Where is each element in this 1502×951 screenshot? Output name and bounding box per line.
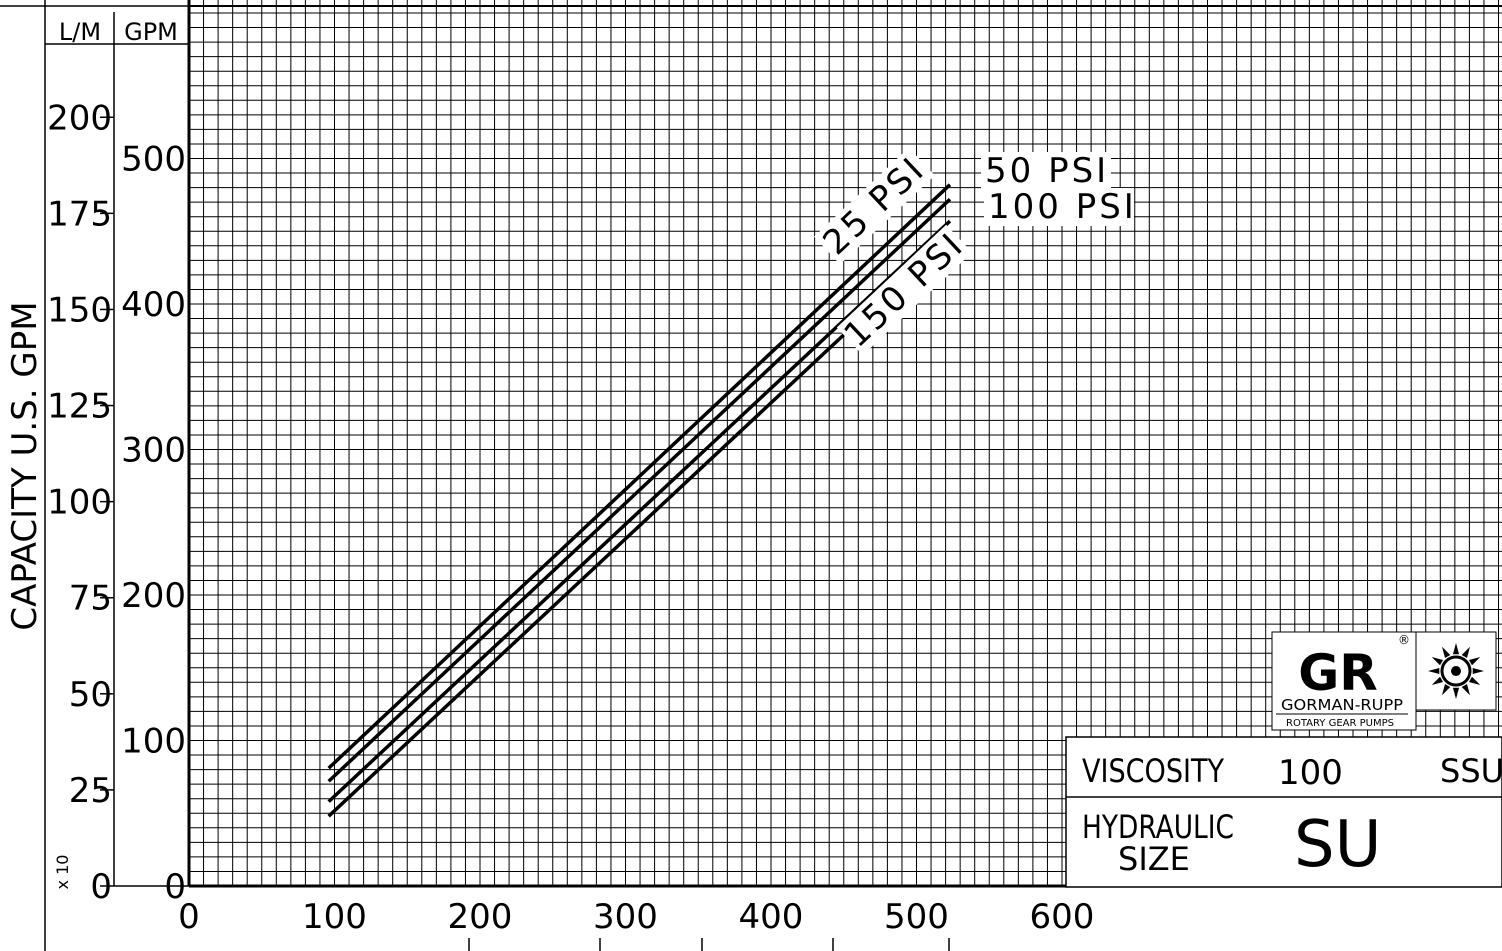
lpm-tick-label: 0 [90, 867, 112, 907]
series-line [327, 197, 952, 783]
lpm-tick-label: 125 [47, 387, 112, 427]
series-line [327, 183, 952, 770]
series-label-bg [814, 147, 935, 265]
series-label: 50 PSI [985, 151, 1109, 191]
lpm-tick-label: 25 [69, 771, 112, 811]
tick-labels: 0 100 200 300 400 500 600100200300400500002550… [47, 98, 1094, 937]
gear-tooth [1452, 643, 1460, 655]
gear-tooth [1442, 683, 1451, 696]
company-logo: GR ® GORMAN-RUPP ROTARY GEAR PUMPS [1271, 631, 1497, 731]
logo-mark: GR [1298, 644, 1378, 702]
series-label-group: 50 PSI [981, 151, 1111, 191]
viscosity-value: 100 [1278, 753, 1343, 793]
logo-subtitle: ROTARY GEAR PUMPS [1286, 718, 1394, 729]
hydraulic-size-label: SIZE [1118, 840, 1190, 878]
logo-registered: ® [1398, 633, 1410, 647]
gear-tooth [1428, 667, 1440, 675]
gear-tooth [1468, 676, 1481, 685]
gear-tooth [1452, 687, 1460, 699]
x-tick-label: 300 [593, 897, 658, 937]
lpm-tick-label: 150 [47, 290, 112, 330]
gpm-tick-label: 400 [121, 285, 186, 325]
gear-tooth [1431, 657, 1444, 666]
x-tick-label: 0 [178, 897, 200, 937]
series-label-group: 25 PSI [814, 147, 935, 265]
gear-tooth [1461, 646, 1470, 659]
gpm-tick-label: 100 [121, 722, 186, 762]
gpm-axis-head: GPM [124, 18, 178, 46]
x-tick-label: 600 [1030, 897, 1095, 937]
grid-lines [188, 0, 1502, 887]
lpm-multiplier: x 10 [53, 855, 72, 890]
lpm-tick-label: 100 [47, 483, 112, 523]
y-axis-title: CAPACITY U.S. GPM [5, 301, 45, 630]
series-label-group: 100 PSI [984, 187, 1137, 227]
gear-tooth [1468, 657, 1481, 666]
series-label: 100 PSI [988, 187, 1137, 227]
gear-tooth [1472, 667, 1484, 675]
viscosity-label: VISCOSITY [1082, 752, 1224, 790]
x-tick-label: 200 [448, 897, 513, 937]
x-tick-label: 500 [884, 897, 949, 937]
lpm-tick-label: 200 [47, 98, 112, 138]
series-label-bg [981, 152, 1111, 190]
x-tick-label: 100 [302, 897, 367, 937]
hydraulic-size-value: SU [1294, 808, 1381, 882]
gpm-tick-label: 200 [121, 576, 186, 616]
gear-tooth [1431, 676, 1444, 685]
gear-tooth [1442, 646, 1451, 659]
logo-brand: GORMAN-RUPP [1281, 696, 1403, 714]
series-line [327, 219, 952, 803]
viscosity-unit: SSU [1440, 752, 1502, 790]
gpm-tick-label: 0 [164, 867, 186, 907]
lpm-tick-label: 75 [69, 579, 112, 619]
series-label-bg [984, 188, 1134, 226]
hydraulic-label: HYDRAULIC [1082, 808, 1234, 846]
lpm-tick-label: 50 [69, 675, 112, 715]
lpm-tick-label: 175 [47, 194, 112, 234]
series-label-bg [836, 224, 973, 356]
lpm-axis-head: L/M [59, 18, 101, 46]
x-tick-label: 400 [739, 897, 804, 937]
gear-icon [1428, 643, 1484, 699]
info-table: VISCOSITY 100 SSU HYDRAULIC SIZE SU [1065, 736, 1502, 888]
gear-tooth [1461, 683, 1470, 696]
gpm-tick-label: 300 [121, 431, 186, 471]
gpm-tick-label: 500 [121, 140, 186, 180]
